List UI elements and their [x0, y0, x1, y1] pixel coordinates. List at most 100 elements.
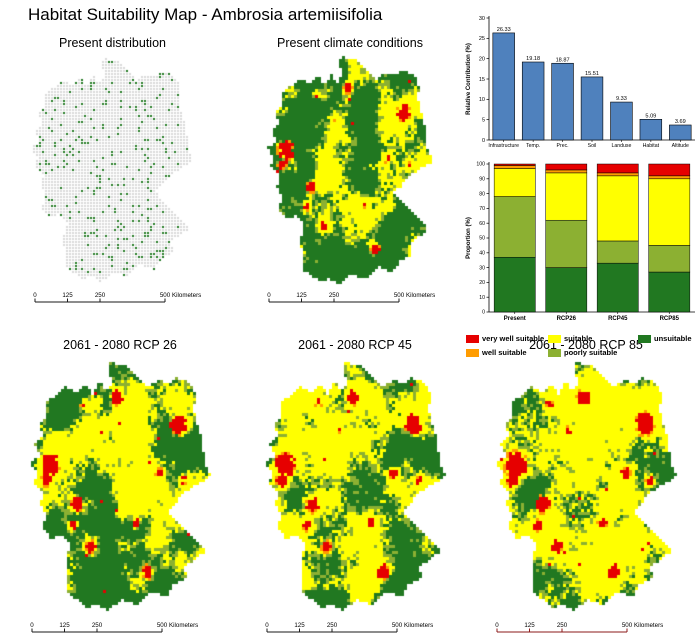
- x-tick-label: Infrastructure: [488, 143, 519, 149]
- y-tick-label: 5: [482, 117, 485, 123]
- scale-tick-label: 125: [59, 622, 70, 629]
- proportion-chart: 0 10 20 30 40 50 60 70 80 90 100 Proportion (%) Pres…: [466, 162, 695, 322]
- bar: [492, 32, 515, 141]
- stack-segment-very-well-suitable: [493, 163, 536, 166]
- bar: [610, 101, 633, 141]
- legend-swatch-very-well-suitable: [466, 334, 479, 343]
- stack-segment-well-suitable: [493, 165, 536, 169]
- stack-segment-poorly-suitable: [648, 245, 691, 273]
- x-tick-label: Landuse: [611, 143, 631, 149]
- stack-segment-suitable: [648, 178, 691, 246]
- scale-unit-label: Kilometers: [406, 292, 435, 299]
- scale-unit-label: Kilometers: [169, 622, 198, 629]
- stack-segment-unsuitable: [545, 267, 588, 313]
- stacked-chart-group: 0 10 20 30 40 50 60 70 80 90 100 Proportion (%) Pres…: [466, 162, 695, 322]
- legend-label-suitable: suitable: [564, 334, 593, 343]
- scale-tick-label: 0: [495, 622, 499, 629]
- y-tick-label: 40: [479, 251, 485, 257]
- scale-tick-label: 500: [157, 622, 168, 629]
- panel-title-present-distribution: Present distribution: [58, 36, 166, 50]
- x-tick-label: Altitude: [672, 143, 689, 149]
- bar-value-label: 26.33: [497, 27, 511, 33]
- stack-segment-poorly-suitable: [545, 219, 588, 268]
- scale-tick-label: 0: [33, 292, 37, 299]
- legend-label-well-suitable: well suitable: [482, 348, 527, 357]
- scale-tick-label: 0: [30, 622, 34, 629]
- legend-label-very-well-suitable: very well suitable: [482, 334, 545, 343]
- scale-bar-graphic: 0 125 250 500 Kilometers: [495, 622, 663, 633]
- scale-tick-label: 250: [95, 292, 106, 299]
- map-rcp26: [10, 356, 230, 616]
- x-tick-label: Present: [504, 316, 526, 322]
- x-tick-label: RCP45: [608, 316, 628, 322]
- stack-segment-well-suitable: [545, 169, 588, 174]
- y-tick-label: 0: [482, 138, 485, 144]
- scale-tick-label: 125: [62, 292, 73, 299]
- scale-bar-graphic: 0 125 250 500 Kilometers: [33, 292, 201, 303]
- stack-segment-very-well-suitable: [648, 163, 691, 177]
- figure-title: Habitat Suitability Map - Ambrosia artem…: [28, 5, 383, 24]
- legend-item-well-suitable: well suitable: [466, 348, 546, 357]
- y-tick-label: 70: [479, 206, 485, 212]
- y-tick-label: 50: [479, 236, 485, 242]
- bar-value-label: 9.33: [616, 96, 627, 102]
- legend-swatch-well-suitable: [466, 348, 479, 357]
- scale-tick-label: 250: [327, 622, 338, 629]
- stack-segment-poorly-suitable: [493, 196, 536, 258]
- scale-tick-label: 250: [329, 292, 340, 299]
- scale-bar-rcp26: 0 125 250 500 Kilometers: [25, 620, 217, 641]
- stack-segment-very-well-suitable: [545, 163, 588, 171]
- scale-unit-label: Kilometers: [634, 622, 663, 629]
- legend-swatch-poorly-suitable: [548, 348, 561, 357]
- y-axis-label: Relative Contribution (%): [466, 43, 472, 115]
- map-rcp85: [476, 356, 696, 616]
- stack-segment-suitable: [493, 168, 536, 197]
- bar: [521, 61, 545, 141]
- bar-value-label: 5.09: [645, 113, 656, 119]
- scale-bar-rcp45: 0 125 250 500 Kilometers: [260, 620, 452, 641]
- scale-tick-label: 500: [394, 292, 405, 299]
- map-present-distribution: [15, 52, 210, 288]
- y-tick-label: 80: [479, 191, 485, 197]
- legend-item-very-well-suitable: very well suitable: [466, 334, 546, 343]
- scale-bar-present-distribution: 0 125 250 500 Kilometers: [28, 290, 220, 311]
- y-tick-label: 10: [479, 97, 485, 103]
- y-tick-label: 20: [479, 280, 485, 286]
- x-tick-label: Habitat: [643, 143, 660, 149]
- stack-segment-suitable: [596, 175, 639, 242]
- scale-bar-rcp85: 0 125 250 500 Kilometers: [490, 620, 682, 641]
- scale-tick-label: 125: [296, 292, 307, 299]
- stack-segment-very-well-suitable: [596, 163, 639, 174]
- scale-bar-graphic: 0 125 250 500 Kilometers: [30, 622, 198, 633]
- bar-value-label: 15.51: [585, 71, 599, 77]
- scale-tick-label: 0: [267, 292, 271, 299]
- scale-unit-label: Kilometers: [172, 292, 201, 299]
- scale-bar-graphic: 0 125 250 500 Kilometers: [265, 622, 433, 633]
- legend-item-unsuitable: unsuitable: [638, 334, 696, 343]
- scale-bar-graphic: 0 125 250 500 Kilometers: [267, 292, 435, 303]
- stack-segment-poorly-suitable: [596, 240, 639, 264]
- legend-item-poorly-suitable: poorly suitable: [548, 348, 636, 357]
- scale-tick-label: 500: [392, 622, 403, 629]
- x-tick-label: Prec.: [557, 143, 569, 149]
- panel-title-rcp45: 2061 - 2080 RCP 45: [298, 338, 412, 352]
- bar-value-label: 18.87: [556, 57, 570, 63]
- y-tick-label: 100: [476, 162, 485, 168]
- scale-tick-label: 125: [294, 622, 305, 629]
- legend-label-poorly-suitable: poorly suitable: [564, 348, 618, 357]
- stack-segment-well-suitable: [596, 172, 639, 177]
- x-tick-label: Soil: [588, 143, 597, 149]
- legend-label-unsuitable: unsuitable: [654, 334, 692, 343]
- legend-swatch-unsuitable: [638, 334, 651, 343]
- stack-segment-unsuitable: [596, 262, 639, 313]
- scale-unit-label: Kilometers: [404, 622, 433, 629]
- panel-title-present-climate: Present climate conditions: [277, 36, 423, 50]
- y-tick-label: 60: [479, 221, 485, 227]
- x-tick-label: RCP85: [660, 316, 680, 322]
- map-present-climate: [252, 50, 448, 290]
- relative-contribution-chart: 0 5 10 15 20 25 30 Relative Contribution (%) 26.…: [466, 16, 695, 149]
- stack-segment-well-suitable: [648, 175, 691, 180]
- y-tick-label: 15: [479, 77, 485, 83]
- scale-tick-label: 500: [160, 292, 171, 299]
- x-tick-label: RCP26: [557, 316, 577, 322]
